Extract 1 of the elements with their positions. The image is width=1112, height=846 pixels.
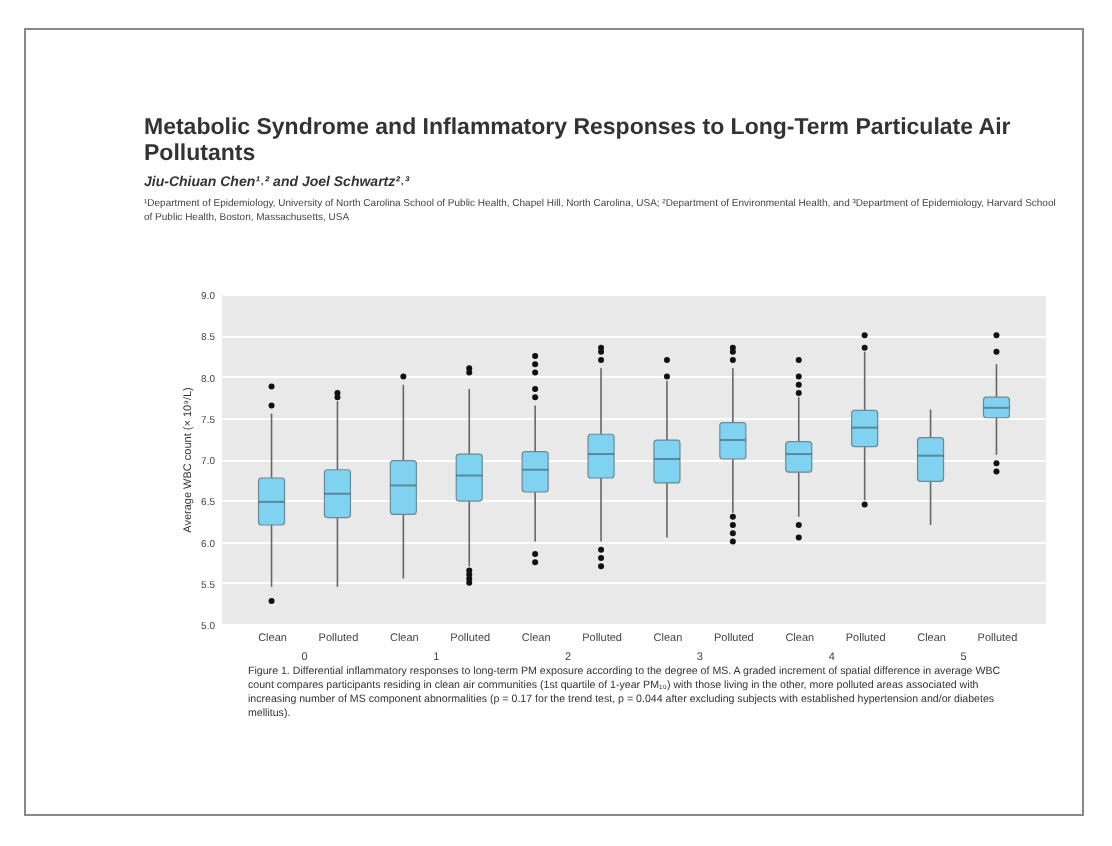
chart-title: Metabolic Syndrome and Inflammatory Responses to Long-Term Particulate Air Pollutants <box>144 116 1013 168</box>
